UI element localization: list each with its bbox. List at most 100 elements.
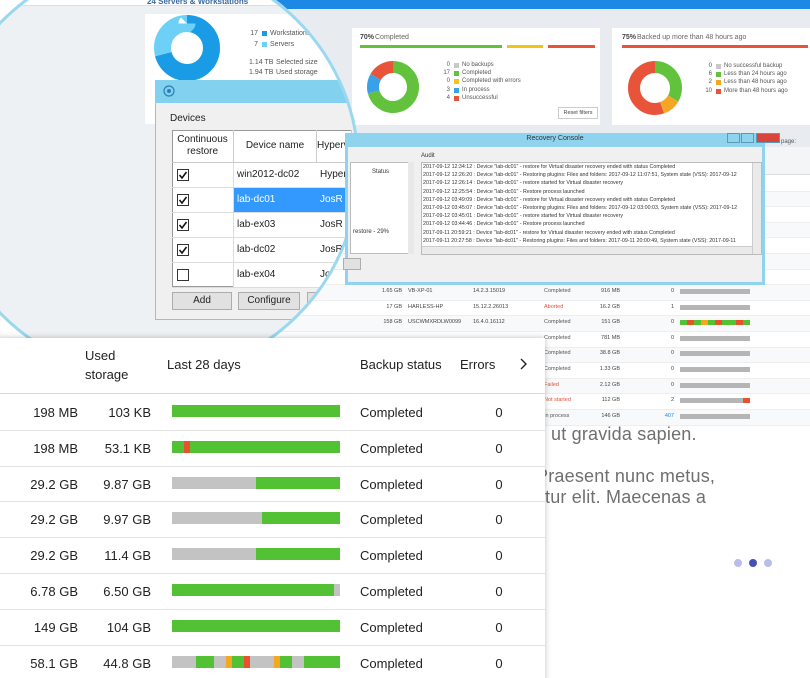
row-bar-segment <box>708 335 715 341</box>
size-cell: 198 MB <box>33 440 78 456</box>
row-bar-segment <box>687 304 694 310</box>
legend-count: 2 <box>708 79 712 86</box>
day-segment <box>172 655 178 668</box>
day-segment <box>334 619 340 632</box>
day-segment <box>202 440 208 453</box>
row-bar-segment <box>743 413 750 419</box>
table-row <box>0 431 545 467</box>
row-bar-segment <box>729 382 736 388</box>
row-bar-segment <box>736 398 743 404</box>
window-button[interactable] <box>727 133 740 143</box>
day-segment <box>298 619 304 632</box>
row-bar-segment <box>715 351 722 357</box>
row-errors: 0 <box>670 288 674 294</box>
row-errors: 407 <box>664 412 674 419</box>
day-segment <box>250 548 256 561</box>
used-cell: 9.97 GB <box>103 512 151 528</box>
legend-count: 6 <box>708 71 712 78</box>
row-bar-segment <box>680 289 687 294</box>
carousel-dot[interactable] <box>749 559 757 567</box>
history-bar <box>172 584 340 596</box>
day-segment <box>178 619 184 632</box>
table-row <box>0 538 545 574</box>
row-errors: 0 <box>670 381 674 388</box>
day-segment <box>322 512 328 525</box>
row-bar-segment <box>694 304 701 310</box>
row-status: Completed <box>544 319 571 326</box>
day-segment <box>274 476 280 489</box>
day-segment <box>214 584 220 596</box>
row-bar-segment <box>743 367 750 372</box>
day-segment <box>238 405 244 417</box>
used-cell: 104 GB <box>106 619 151 635</box>
row-bar-segment <box>736 382 743 388</box>
used-cell: 44.8 GB <box>103 655 151 671</box>
legend-swatch <box>716 88 721 94</box>
row-bar-segment <box>708 398 715 404</box>
day-segment <box>328 619 334 632</box>
day-segment <box>202 655 208 668</box>
window-button[interactable] <box>741 133 754 143</box>
status-cell: Completed <box>360 619 423 635</box>
row-bar-segment <box>736 367 743 372</box>
log-line: 2017-09-12 03:44:46 : Device "lab-dc01" … <box>423 221 585 228</box>
day-segment <box>244 512 250 525</box>
day-segment <box>316 405 322 417</box>
row-bar-segment <box>701 304 708 310</box>
log-line: 2017-09-11 20:27:58 : Device "lab-dc01" … <box>423 237 736 244</box>
day-segment <box>322 405 328 417</box>
day-segment <box>304 512 310 525</box>
body-text: Praesent nunc metus, <box>536 466 716 486</box>
day-segment <box>304 548 310 561</box>
carousel-dot[interactable] <box>734 559 742 567</box>
row-bar-segment <box>701 398 708 404</box>
panel-percent: 75% <box>622 34 637 41</box>
day-segment <box>328 512 334 525</box>
row-bar-segment <box>687 398 694 404</box>
day-segment <box>232 405 238 417</box>
per-page: Per page: <box>770 139 797 145</box>
row-bar-segment <box>715 367 722 372</box>
day-segment <box>298 440 304 453</box>
day-segment <box>334 655 340 668</box>
row-status: Completed <box>544 288 571 294</box>
day-segment <box>256 619 262 632</box>
day-segment <box>184 619 190 632</box>
row-name: USCWMXRDLW0099 <box>408 319 462 326</box>
window-button[interactable] <box>756 133 780 143</box>
day-segment <box>190 584 196 596</box>
history-bar <box>172 655 340 668</box>
size-cell: 149 GB <box>33 619 78 635</box>
day-segment <box>214 655 220 668</box>
row-bar-segment <box>729 413 736 419</box>
row-bar-segment <box>722 413 729 419</box>
day-segment <box>256 476 262 489</box>
day-segment <box>244 655 250 668</box>
donut-slice <box>367 61 419 113</box>
day-segment <box>262 548 268 561</box>
row-used: 146 GB <box>601 412 620 419</box>
status-cell: Completed <box>360 548 423 564</box>
day-segment <box>226 405 232 417</box>
row-used: 151 GB <box>601 319 620 326</box>
day-segment <box>172 584 178 596</box>
row-bar-segment <box>680 398 687 404</box>
day-segment <box>178 512 184 525</box>
console-button[interactable] <box>343 258 361 270</box>
day-segment <box>172 440 178 453</box>
day-segment <box>250 655 256 668</box>
log-line: 2017-09-12 12:25:54 : Device "lab-dc01" … <box>423 188 585 195</box>
day-segment <box>274 584 280 596</box>
day-segment <box>220 476 226 489</box>
carousel-dot[interactable] <box>764 559 772 567</box>
day-segment <box>208 548 214 561</box>
legend-swatch <box>454 87 459 93</box>
reset-button[interactable]: Reset filters <box>558 107 598 119</box>
day-segment <box>286 584 292 596</box>
row-status: Completed <box>544 366 571 372</box>
row-bar-segment <box>715 304 722 310</box>
day-segment <box>298 584 304 596</box>
day-segment <box>304 405 310 417</box>
status-cell: Completed <box>360 405 423 420</box>
